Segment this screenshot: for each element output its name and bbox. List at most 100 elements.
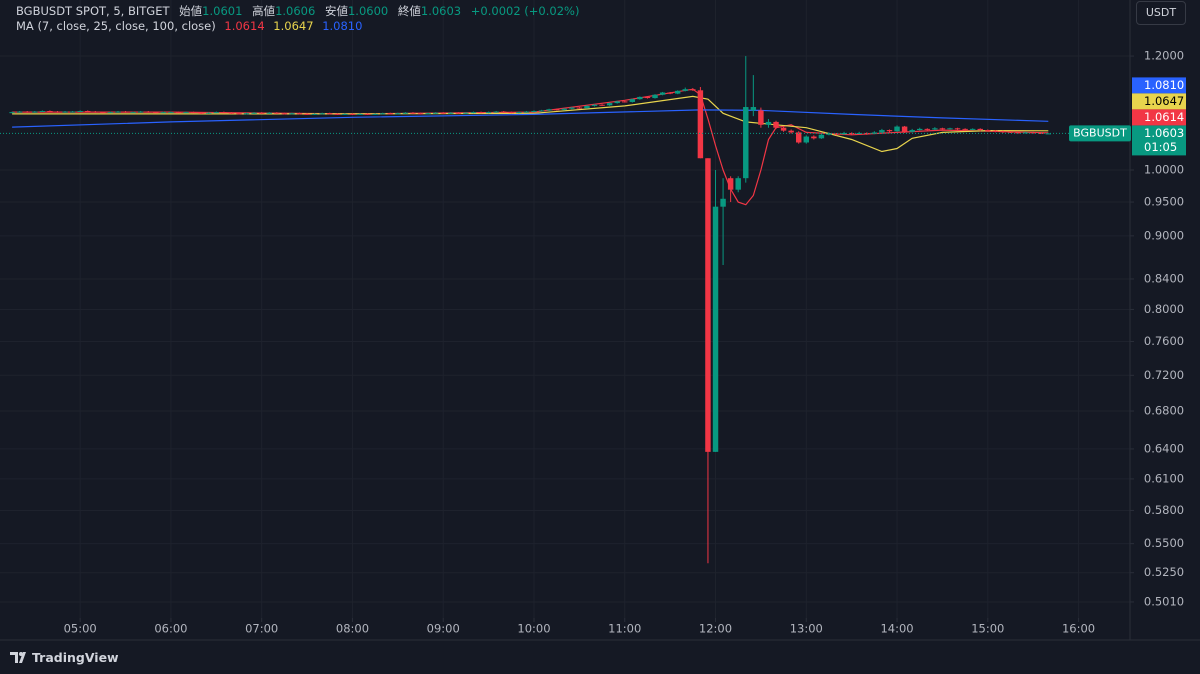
- candle-body: [470, 112, 477, 114]
- readout: 1.0647: [273, 19, 314, 33]
- x-tick-label: 12:00: [699, 622, 732, 636]
- candle-body: [274, 112, 280, 114]
- y-tick-label: 0.6100: [1144, 471, 1184, 485]
- candle-body: [606, 103, 613, 106]
- candle-body: [690, 89, 696, 91]
- candle-body: [856, 132, 862, 134]
- candle-body: [1030, 132, 1036, 134]
- currency-button[interactable]: USDT: [1136, 1, 1186, 25]
- candle-body: [168, 112, 174, 114]
- candle-body: [697, 90, 704, 159]
- candle-body: [206, 112, 212, 114]
- candle-body: [947, 128, 953, 130]
- candle-body: [175, 112, 182, 114]
- candle-body: [9, 112, 15, 114]
- candle-body: [47, 111, 53, 113]
- candle-body: [39, 111, 46, 113]
- candle-body: [1015, 132, 1021, 134]
- candle-body: [818, 134, 825, 139]
- y-tick-label: 0.8400: [1144, 271, 1184, 285]
- candle-body: [1022, 132, 1029, 134]
- candle-body: [652, 94, 658, 99]
- y-tick-label: 0.7200: [1144, 368, 1184, 382]
- price-badge: [1132, 125, 1186, 156]
- candle-body: [795, 132, 802, 143]
- candle-body: [599, 104, 605, 106]
- y-tick-label: 1.2000: [1144, 49, 1184, 63]
- candle-body: [77, 111, 83, 113]
- x-tick-label: 14:00: [880, 622, 913, 636]
- candle-body: [372, 113, 378, 115]
- candle-body: [122, 111, 129, 113]
- candle-body: [402, 112, 409, 114]
- y-tick-label: 0.6400: [1144, 441, 1184, 455]
- candle-body: [228, 112, 235, 114]
- candle-body: [591, 104, 598, 106]
- candle-body: [395, 113, 401, 115]
- tag-symbol: BGBUSDT: [1073, 126, 1127, 139]
- candle-body: [871, 132, 878, 134]
- candle-body: [508, 112, 515, 114]
- value: 1.0603: [420, 4, 462, 18]
- candle-body: [811, 136, 817, 139]
- x-tick-label: 13:00: [790, 622, 823, 636]
- y-tick-label: 0.5500: [1144, 536, 1184, 550]
- candle-body: [251, 112, 257, 114]
- candle-body: [425, 113, 431, 115]
- y-tick-label: 1.0000: [1144, 163, 1184, 177]
- candle-body: [289, 113, 295, 115]
- x-tick-label: 10:00: [517, 622, 550, 636]
- candle-body: [92, 111, 99, 113]
- candle-body: [765, 121, 772, 125]
- candle-body: [258, 112, 265, 114]
- candle-body: [735, 178, 741, 190]
- candle-body: [886, 130, 893, 132]
- candle-body: [727, 178, 734, 190]
- indicator-legend: MA (7, close, 25, close, 100, close) 1.0…: [16, 19, 362, 33]
- candle-body: [788, 130, 794, 133]
- candle-body: [992, 130, 999, 132]
- candle-body: [485, 112, 492, 114]
- candle-body: [1045, 133, 1052, 135]
- value: 1.0601: [202, 4, 243, 18]
- candle-body: [62, 111, 68, 113]
- candle-body: [32, 111, 38, 113]
- candle-body: [864, 132, 870, 134]
- x-tick-label: 06:00: [154, 622, 187, 636]
- candle-body: [478, 112, 484, 114]
- ma-badge: [1132, 93, 1186, 110]
- candle-body: [629, 99, 636, 102]
- candle-body: [183, 112, 189, 114]
- candle-body: [523, 111, 530, 113]
- candle-body: [281, 113, 288, 115]
- candle-body: [985, 130, 991, 132]
- candle-body: [455, 112, 462, 114]
- brand: TradingView: [32, 650, 119, 665]
- candle-body: [584, 105, 590, 109]
- ma-badge-value: 1.0810: [1144, 78, 1184, 92]
- candle-body: [969, 128, 976, 130]
- candle-body: [85, 111, 91, 113]
- candle-body: [576, 107, 583, 109]
- candle-body: [69, 111, 76, 113]
- candle-body: [107, 112, 114, 114]
- candle-body: [130, 112, 136, 114]
- readout: 1.0614: [224, 19, 265, 33]
- candle-body: [54, 111, 61, 113]
- candle-body: [379, 113, 386, 115]
- x-tick-label: 08:00: [336, 622, 369, 636]
- candle-body: [410, 112, 416, 114]
- candle-body: [334, 113, 341, 115]
- y-tick-label: 0.5010: [1144, 594, 1184, 608]
- candle-body: [954, 128, 961, 130]
- candle-body: [644, 96, 651, 99]
- candle-body: [833, 133, 840, 135]
- value: 1.0600: [347, 4, 389, 18]
- y-tick-label: 0.9000: [1144, 228, 1184, 242]
- candle-body: [153, 112, 159, 114]
- candle-body: [349, 113, 356, 115]
- y-tick-label: 0.9500: [1144, 195, 1184, 209]
- candle-body: [879, 130, 885, 133]
